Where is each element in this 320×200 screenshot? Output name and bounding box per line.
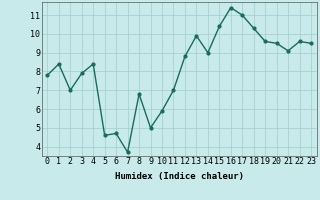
X-axis label: Humidex (Indice chaleur): Humidex (Indice chaleur) <box>115 172 244 181</box>
